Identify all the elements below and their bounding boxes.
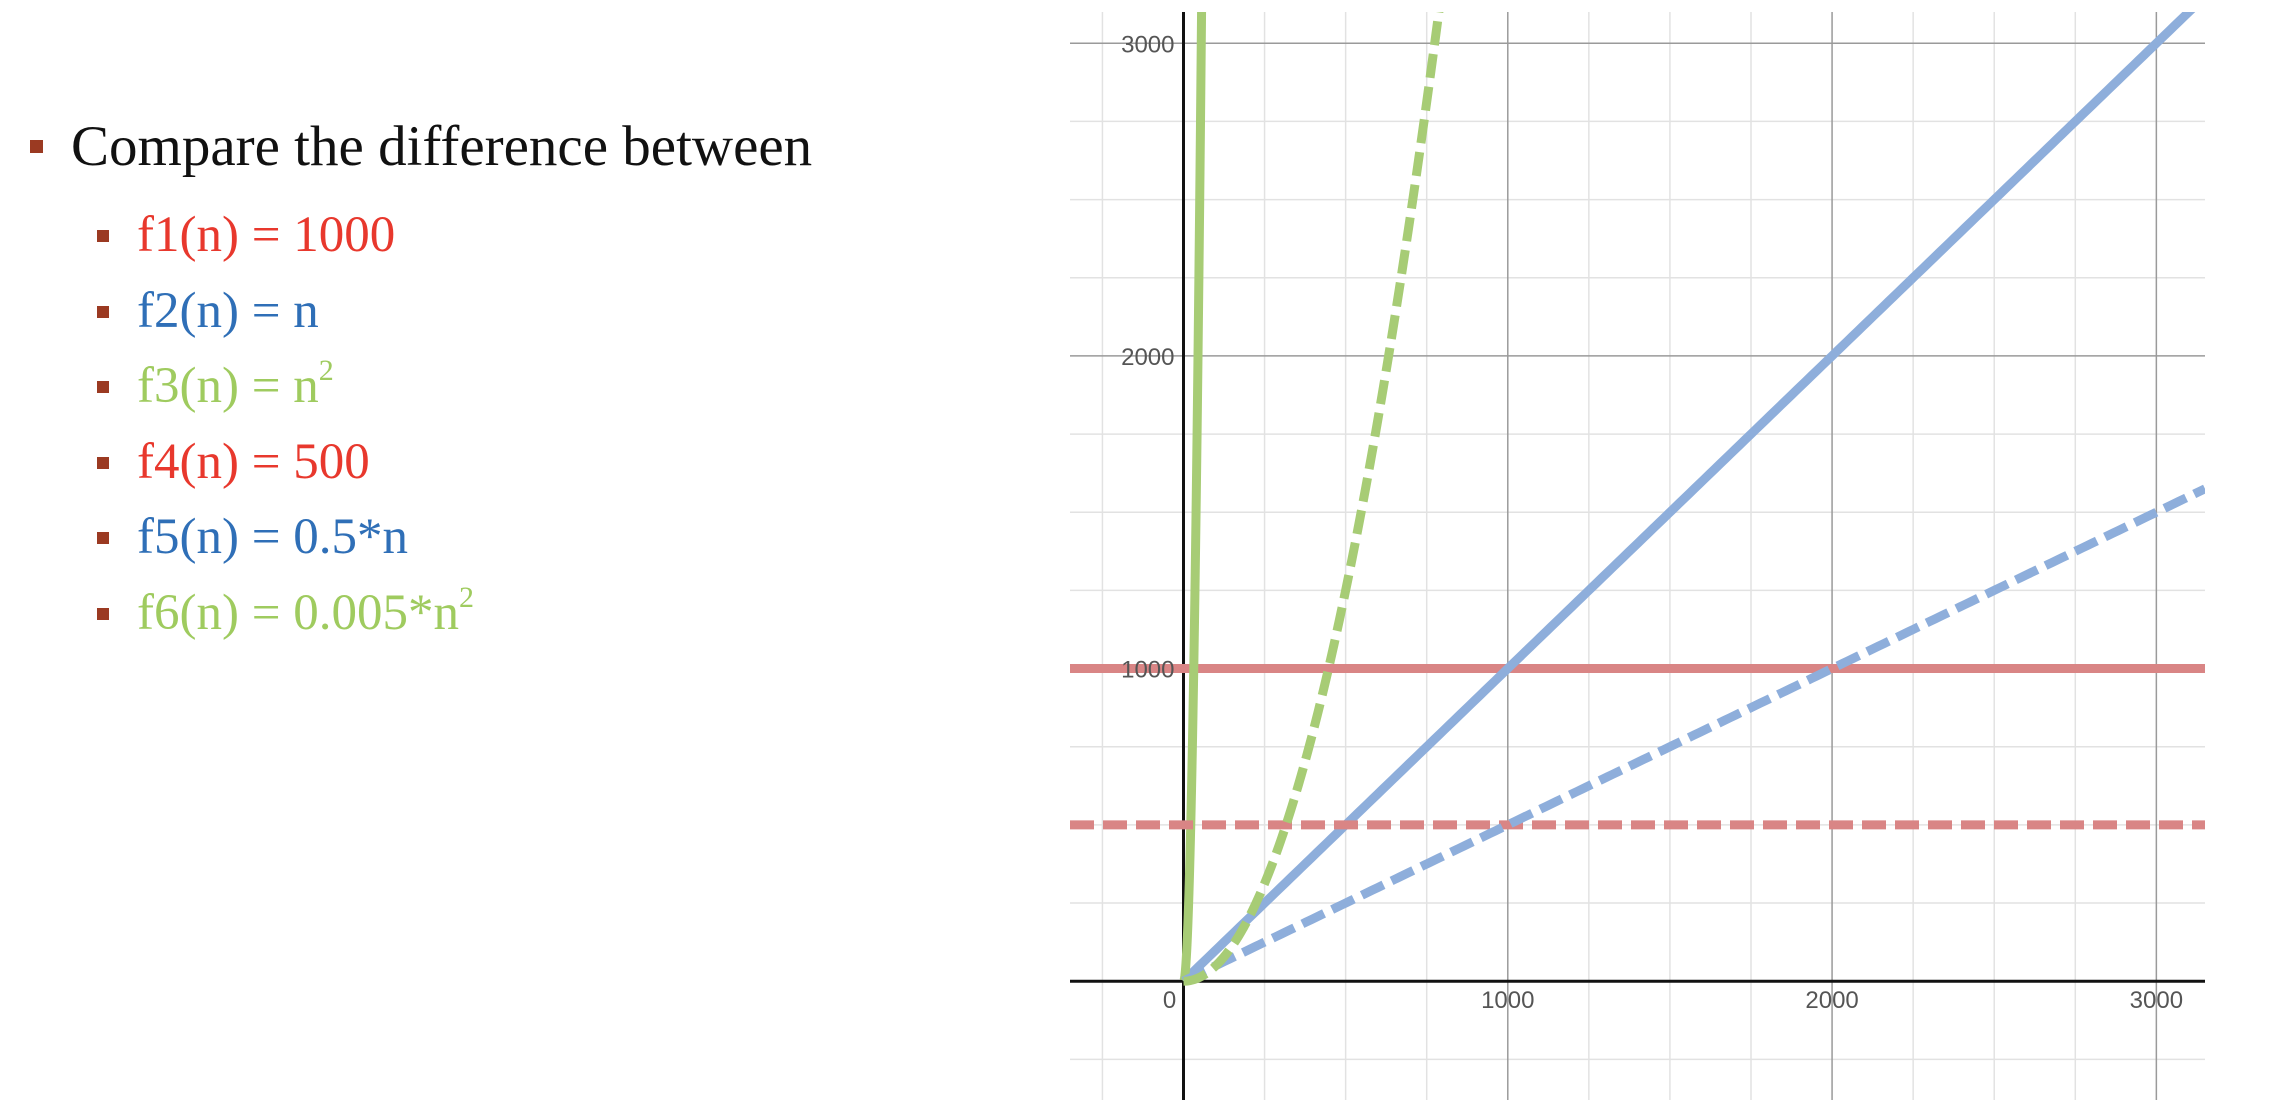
function-item-3: f3(n) = n2 [97,356,334,414]
function-name: f4(n) = [137,434,294,490]
bullet-square-icon [97,456,109,469]
bullet-square-icon [97,229,109,242]
function-label: f2(n) = n [137,286,319,337]
function-item-2: f2(n) = n [97,286,319,337]
function-chart: 0 1000 2000 3000 1000 2000 3000 [1070,12,2205,1100]
bullet-square-icon [97,531,109,544]
function-item-5: f5(n) = 0.5*n [97,512,408,563]
bullet-square-icon [30,140,43,153]
x-tick-label: 3000 [2130,987,2183,1014]
function-name: f2(n) = [137,283,294,339]
series-line-2 [1180,12,2196,985]
function-label: f4(n) = 500 [137,437,370,488]
function-label: f6(n) = 0.005*n2 [137,583,474,641]
x-tick-label: 1000 [1481,987,1534,1014]
function-name: f3(n) = [137,358,294,414]
series-line-5 [1181,484,2205,986]
function-item-4: f4(n) = 500 [97,437,370,488]
bullet-square-icon [97,607,109,620]
y-tick-label: 1000 [1121,657,1174,684]
function-expression: 500 [293,434,370,490]
function-expression: 0.005*n [293,585,459,641]
series-line-6 [1183,12,1444,986]
y-tick-label: 2000 [1121,344,1174,371]
function-label: f3(n) = n2 [137,356,334,414]
function-item-6: f6(n) = 0.005*n2 [97,583,474,641]
function-expression: n [293,358,319,414]
function-name: f6(n) = [137,585,294,641]
function-expression: n [293,283,319,339]
function-exponent: 2 [318,354,334,387]
function-exponent: 2 [458,581,474,614]
x-tick-label: 0 [1163,987,1176,1014]
function-name: f5(n) = [137,509,294,565]
x-tick-label: 2000 [1805,987,1858,1014]
heading-text: Compare the difference between [71,115,813,178]
function-label: f5(n) = 0.5*n [137,512,408,563]
function-expression: 0.5*n [293,509,408,565]
function-item-1: f1(n) = 1000 [97,210,395,261]
main-bullet-item: Compare the difference between [30,118,812,175]
function-name: f1(n) = [137,207,294,263]
series-line-3 [1179,12,1207,986]
function-expression: 1000 [293,207,396,263]
bullet-square-icon [97,380,109,393]
function-label: f1(n) = 1000 [137,210,395,261]
bullet-square-icon [97,305,109,318]
bullet-list: Compare the difference between f1(n) = 1… [0,0,1000,700]
y-tick-label: 3000 [1121,31,1174,58]
